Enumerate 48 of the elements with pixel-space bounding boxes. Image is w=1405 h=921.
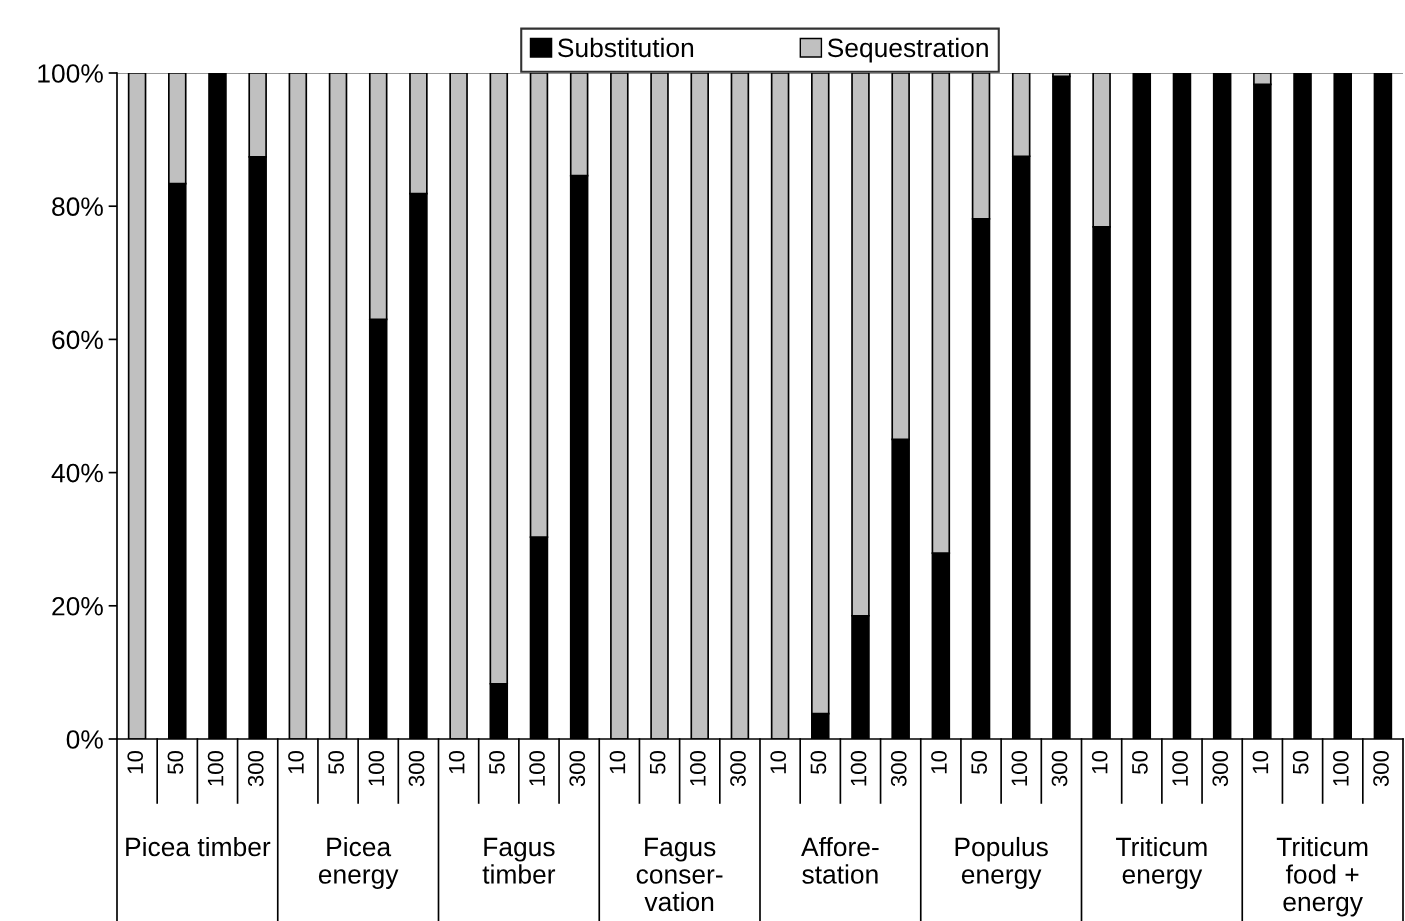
x-tick-label: 300 bbox=[1373, 750, 1389, 787]
y-tick-label: 80% bbox=[52, 197, 103, 217]
x-tick-label: 50 bbox=[489, 750, 505, 774]
x-tick-label: 50 bbox=[971, 750, 987, 774]
x-tick-label: 10 bbox=[1091, 750, 1108, 774]
text: Fagus conser- vation bbox=[636, 837, 723, 912]
y-tick-label: 100% bbox=[38, 64, 103, 83]
text: Triticum energy bbox=[1116, 836, 1207, 889]
text: Fagus timber bbox=[482, 837, 556, 884]
x-tick-label: 100 bbox=[1172, 750, 1188, 786]
legend-label: Sequestration bbox=[827, 37, 988, 63]
x-tick-label: 100 bbox=[689, 750, 706, 786]
x-tick-label: 300 bbox=[408, 750, 425, 787]
text: Populus energy bbox=[955, 836, 1048, 889]
x-tick-label: 10 bbox=[931, 750, 947, 774]
x-tick-label: 10 bbox=[770, 750, 787, 774]
x-tick-label: 50 bbox=[1292, 750, 1309, 774]
text: Triticum food + energy bbox=[1276, 836, 1368, 917]
y-tick-label: 0% bbox=[66, 730, 103, 749]
text: Affore- station bbox=[801, 836, 879, 884]
x-tick-label: 50 bbox=[810, 750, 827, 774]
x-tick-label: 300 bbox=[730, 750, 746, 787]
x-tick-label: 300 bbox=[1212, 750, 1229, 787]
y-tick-label: 60% bbox=[52, 330, 103, 350]
x-tick-label: 10 bbox=[127, 750, 144, 774]
x-tick-label: 300 bbox=[890, 750, 907, 787]
text: Picea energy bbox=[318, 836, 399, 889]
x-tick-label: 10 bbox=[288, 750, 304, 774]
y-tick-label: 20% bbox=[52, 596, 103, 616]
x-tick-label: 100 bbox=[850, 750, 867, 786]
text: Picea timber bbox=[126, 836, 271, 857]
x-tick-label: 10 bbox=[609, 750, 626, 774]
x-tick-label: 50 bbox=[167, 750, 184, 774]
x-tick-label: 100 bbox=[1011, 750, 1028, 786]
x-tick-label: 50 bbox=[328, 750, 344, 774]
x-tick-label: 100 bbox=[529, 750, 545, 786]
x-tick-label: 50 bbox=[649, 750, 666, 774]
x-tick-label: 300 bbox=[247, 750, 264, 787]
x-tick-label: 100 bbox=[1332, 750, 1349, 786]
x-tick-label: 100 bbox=[368, 750, 385, 786]
x-tick-label: 300 bbox=[1051, 750, 1068, 787]
x-tick-label: 300 bbox=[569, 750, 586, 787]
x-tick-label: 10 bbox=[1252, 750, 1269, 774]
y-tick-label: 40% bbox=[51, 463, 103, 483]
x-tick-label: 50 bbox=[1132, 750, 1148, 774]
x-tick-label: 100 bbox=[207, 750, 224, 786]
x-tick-label: 10 bbox=[448, 750, 465, 774]
legend-label: Substitution bbox=[558, 37, 694, 58]
